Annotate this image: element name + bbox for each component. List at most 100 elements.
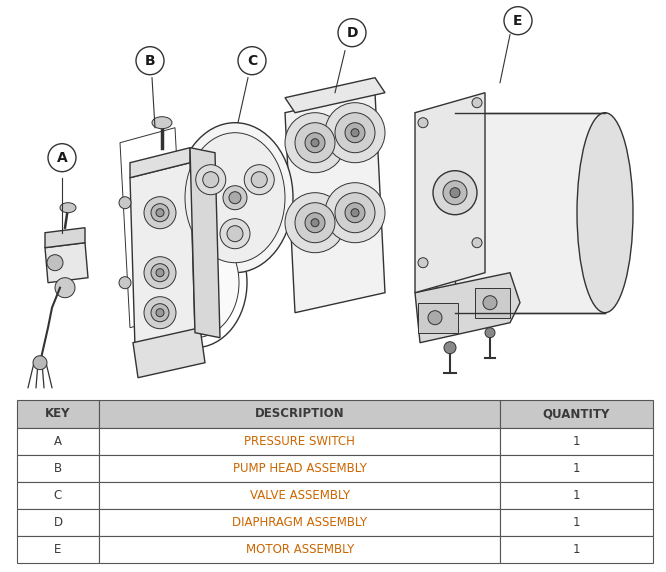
Polygon shape xyxy=(455,113,605,313)
Bar xyxy=(418,303,458,333)
Ellipse shape xyxy=(444,341,456,353)
Ellipse shape xyxy=(151,304,169,321)
Bar xyxy=(17,455,99,482)
Bar xyxy=(500,509,653,537)
Ellipse shape xyxy=(428,311,442,325)
Ellipse shape xyxy=(325,182,385,243)
Text: MOTOR ASSEMBLY: MOTOR ASSEMBLY xyxy=(246,543,354,557)
Ellipse shape xyxy=(345,202,365,223)
Polygon shape xyxy=(130,162,195,348)
Text: VALVE ASSEMBLY: VALVE ASSEMBLY xyxy=(250,489,350,502)
Text: 1: 1 xyxy=(573,516,580,529)
Polygon shape xyxy=(130,148,190,178)
Text: A: A xyxy=(57,150,67,165)
Bar xyxy=(99,428,500,455)
Polygon shape xyxy=(133,328,205,378)
Polygon shape xyxy=(190,148,220,337)
Bar xyxy=(99,400,500,428)
Ellipse shape xyxy=(119,197,131,209)
Ellipse shape xyxy=(151,228,239,337)
Bar xyxy=(17,482,99,509)
Ellipse shape xyxy=(305,213,325,233)
Text: DIAPHRAGM ASSEMBLY: DIAPHRAGM ASSEMBLY xyxy=(232,516,367,529)
Ellipse shape xyxy=(60,202,76,213)
Ellipse shape xyxy=(418,118,428,128)
Text: 1: 1 xyxy=(573,435,580,448)
Ellipse shape xyxy=(433,170,477,214)
Text: E: E xyxy=(55,543,62,557)
Bar xyxy=(17,537,99,563)
Ellipse shape xyxy=(285,193,345,253)
Text: QUANTITY: QUANTITY xyxy=(543,407,610,420)
Ellipse shape xyxy=(229,192,241,204)
Ellipse shape xyxy=(156,309,164,317)
Ellipse shape xyxy=(151,264,169,281)
Ellipse shape xyxy=(151,204,169,222)
Polygon shape xyxy=(415,93,485,293)
Bar xyxy=(17,400,99,428)
Polygon shape xyxy=(45,228,85,248)
Ellipse shape xyxy=(196,165,226,194)
Ellipse shape xyxy=(345,123,365,142)
Bar xyxy=(99,509,500,537)
Text: D: D xyxy=(346,26,358,39)
Ellipse shape xyxy=(335,113,375,153)
Ellipse shape xyxy=(227,226,243,242)
Ellipse shape xyxy=(152,117,172,129)
Ellipse shape xyxy=(311,219,319,227)
Text: 1: 1 xyxy=(573,489,580,502)
Ellipse shape xyxy=(351,209,359,217)
Bar xyxy=(500,482,653,509)
Bar xyxy=(17,428,99,455)
Polygon shape xyxy=(45,243,88,283)
Text: C: C xyxy=(247,54,257,67)
Ellipse shape xyxy=(223,186,247,210)
Ellipse shape xyxy=(143,218,247,348)
Ellipse shape xyxy=(220,219,250,249)
Ellipse shape xyxy=(177,123,293,273)
Bar xyxy=(500,400,653,428)
Text: DESCRIPTION: DESCRIPTION xyxy=(255,407,344,420)
Text: PRESSURE SWITCH: PRESSURE SWITCH xyxy=(244,435,355,448)
Text: C: C xyxy=(54,489,62,502)
Text: KEY: KEY xyxy=(45,407,71,420)
Polygon shape xyxy=(285,93,385,313)
Ellipse shape xyxy=(427,113,483,313)
Text: A: A xyxy=(54,435,62,448)
Bar xyxy=(500,537,653,563)
Ellipse shape xyxy=(144,257,176,289)
Bar xyxy=(99,455,500,482)
Ellipse shape xyxy=(577,113,633,313)
Text: 1: 1 xyxy=(573,462,580,475)
Polygon shape xyxy=(285,78,385,113)
Text: D: D xyxy=(53,516,63,529)
Ellipse shape xyxy=(472,238,482,248)
Ellipse shape xyxy=(305,133,325,153)
Ellipse shape xyxy=(55,277,75,297)
Ellipse shape xyxy=(325,103,385,162)
Ellipse shape xyxy=(335,193,375,233)
Bar xyxy=(17,509,99,537)
Text: B: B xyxy=(54,462,62,475)
Circle shape xyxy=(48,144,76,172)
Ellipse shape xyxy=(295,123,335,162)
Ellipse shape xyxy=(144,197,176,229)
Circle shape xyxy=(136,47,164,75)
Ellipse shape xyxy=(202,172,218,188)
Bar xyxy=(500,428,653,455)
Text: PUMP HEAD ASSEMBLY: PUMP HEAD ASSEMBLY xyxy=(232,462,366,475)
Text: B: B xyxy=(145,54,155,67)
Ellipse shape xyxy=(33,356,47,370)
Ellipse shape xyxy=(485,328,495,337)
Ellipse shape xyxy=(472,98,482,108)
Ellipse shape xyxy=(244,165,274,194)
Bar xyxy=(475,288,510,317)
Ellipse shape xyxy=(418,258,428,268)
Polygon shape xyxy=(415,273,520,343)
Ellipse shape xyxy=(443,181,467,205)
Ellipse shape xyxy=(295,202,335,243)
Ellipse shape xyxy=(156,209,164,217)
Bar xyxy=(500,455,653,482)
Ellipse shape xyxy=(119,277,131,289)
Circle shape xyxy=(238,47,266,75)
